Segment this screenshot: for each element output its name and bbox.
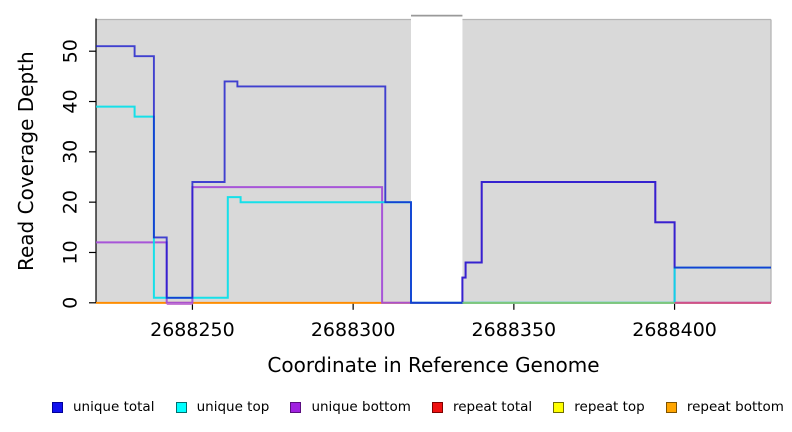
legend-label: unique top — [196, 399, 270, 415]
legend-label: repeat bottom — [686, 399, 784, 415]
legend-item-repeat-top: repeat top — [553, 399, 645, 415]
x-axis-title: Coordinate in Reference Genome — [267, 353, 599, 377]
legend-label: repeat total — [452, 399, 533, 415]
legend-swatch-repeat-bottom — [665, 401, 677, 413]
x-tick-label: 2688250 — [150, 319, 235, 341]
legend-item-unique-top: unique top — [175, 399, 270, 415]
y-tick-label: 40 — [60, 89, 82, 113]
legend-swatch-unique-bottom — [290, 401, 302, 413]
legend-item-unique-total: unique total — [52, 399, 154, 415]
legend-item-repeat-total: repeat total — [431, 399, 533, 415]
series-unique-total — [96, 45, 771, 304]
y-tick-label: 50 — [60, 39, 82, 63]
legend-item-unique-bottom: unique bottom — [290, 399, 411, 415]
legend-label: repeat top — [574, 399, 645, 415]
chart-legend: unique total unique top unique bottom re… — [0, 394, 792, 420]
legend-item-repeat-bottom: repeat bottom — [665, 399, 784, 415]
x-tick-label: 2688350 — [472, 319, 557, 341]
legend-swatch-unique-top — [175, 401, 187, 413]
legend-label: unique total — [73, 399, 155, 415]
y-tick-label: 20 — [60, 190, 82, 214]
x-tick-label: 2688400 — [632, 319, 717, 341]
legend-swatch-repeat-total — [431, 401, 443, 413]
legend-swatch-unique-total — [52, 401, 63, 413]
y-axis-title: Read Coverage Depth — [14, 51, 38, 271]
legend-label: unique bottom — [311, 399, 411, 415]
no-data-band — [411, 14, 463, 303]
legend-swatch-repeat-top — [553, 401, 565, 413]
x-tick-label: 2688300 — [311, 319, 396, 341]
y-tick-label: 10 — [60, 240, 82, 264]
y-tick-label: 30 — [60, 140, 82, 164]
y-tick-label: 0 — [60, 297, 82, 309]
